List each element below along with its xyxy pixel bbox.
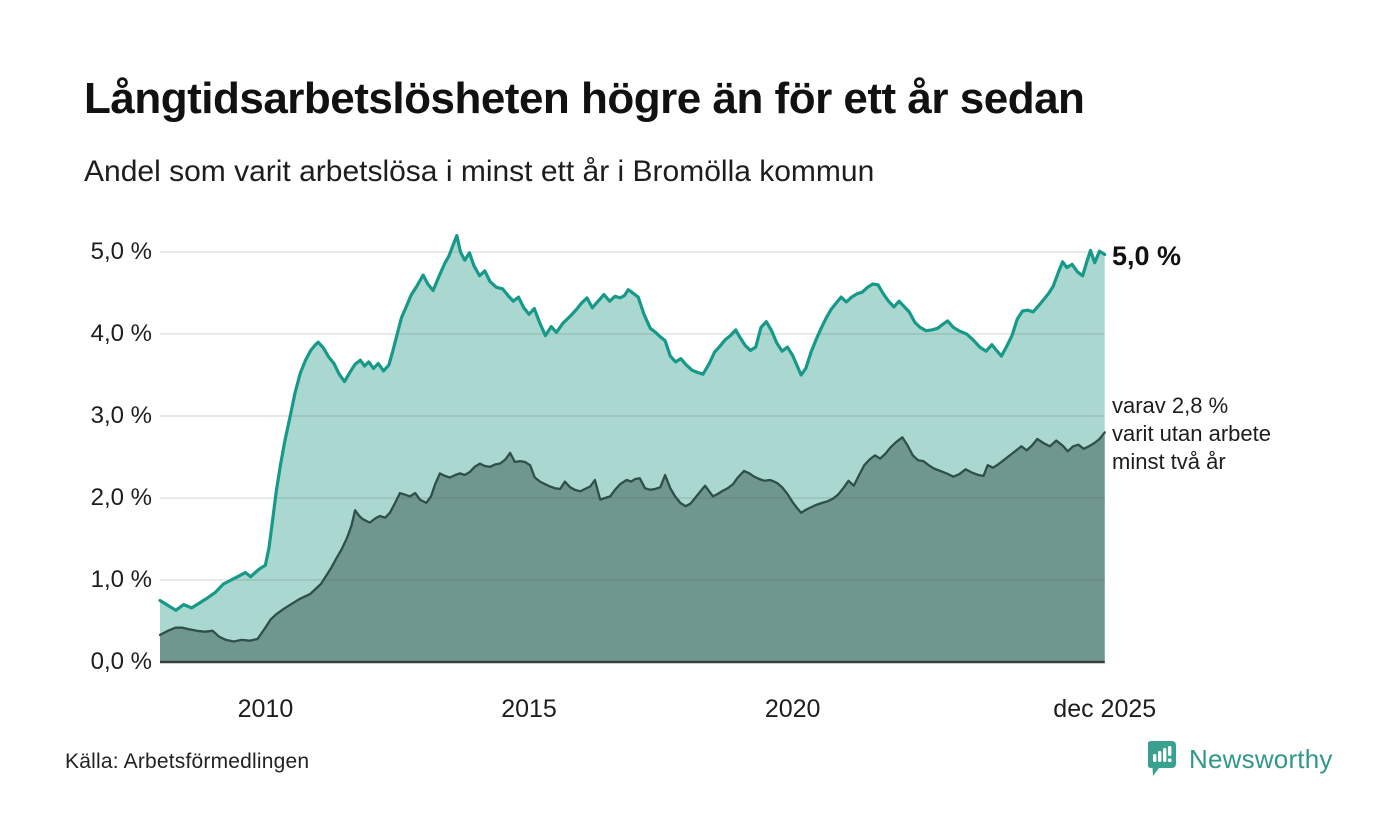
- newsworthy-brand: Newsworthy: [1148, 741, 1333, 781]
- two-year-line: [158, 431, 1106, 643]
- y-tick-label: 4,0 %: [90, 320, 152, 347]
- brand-name: Newsworthy: [1189, 744, 1333, 774]
- y-tick-label: 3,0 %: [90, 402, 152, 429]
- annotation-line: varav 2,8 %: [1112, 393, 1229, 418]
- page-subtitle: Andel som varit arbetslösa i minst ett å…: [84, 155, 875, 188]
- annotation-line: varit utan arbete: [1112, 421, 1271, 446]
- x-tick-label: 2020: [764, 695, 821, 723]
- two-year-area-fill: [160, 432, 1105, 662]
- x-tick-label: 2010: [237, 695, 294, 723]
- page-title: Långtidsarbetslösheten högre än för ett …: [84, 74, 1085, 123]
- x-tick-label: dec 2025: [1053, 695, 1157, 723]
- y-tick-label: 0,0 %: [90, 648, 152, 675]
- source-note: Källa: Arbetsförmedlingen: [65, 750, 310, 773]
- x-tick-label: 2015: [501, 695, 557, 723]
- total-end-value-label: 5,0 %: [1112, 241, 1182, 271]
- annotation-line: minst två år: [1112, 449, 1226, 474]
- total-line: [158, 234, 1107, 612]
- gridlines: [160, 251, 1105, 581]
- newsworthy-logo-icon: [1148, 741, 1176, 776]
- two-year-annotation: varav 2,8 % varit utan arbete minst två …: [1112, 392, 1271, 476]
- y-tick-label: 2,0 %: [90, 484, 152, 511]
- y-tick-label: 5,0 %: [90, 238, 152, 265]
- y-tick-label: 1,0 %: [90, 566, 152, 593]
